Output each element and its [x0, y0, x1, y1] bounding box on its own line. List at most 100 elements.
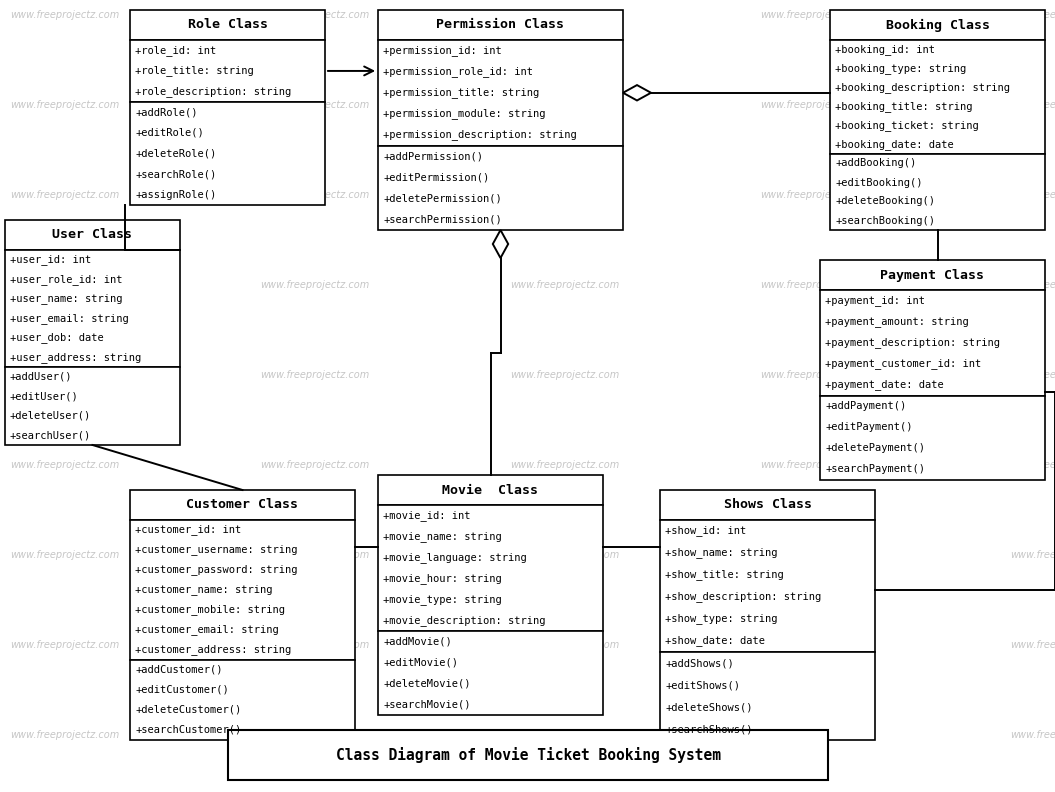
Text: www.freeprojectz.com: www.freeprojectz.com	[1010, 190, 1055, 200]
Text: +customer_username: string: +customer_username: string	[135, 545, 298, 555]
Text: www.freeprojectz.com: www.freeprojectz.com	[1010, 100, 1055, 110]
Text: +editPermission(): +editPermission()	[383, 172, 490, 182]
Text: www.freeprojectz.com: www.freeprojectz.com	[760, 730, 869, 740]
Text: www.freeprojectz.com: www.freeprojectz.com	[260, 190, 369, 200]
Bar	[5, 367, 180, 445]
Text: www.freeprojectz.com: www.freeprojectz.com	[9, 190, 119, 200]
Text: +editBooking(): +editBooking()	[835, 177, 922, 188]
Text: www.freeprojectz.com: www.freeprojectz.com	[260, 640, 369, 650]
Text: +searchMovie(): +searchMovie()	[383, 699, 471, 710]
Text: +customer_password: string: +customer_password: string	[135, 565, 298, 576]
Bar	[820, 290, 1046, 395]
Text: +deleteRole(): +deleteRole()	[135, 148, 216, 158]
Bar	[228, 730, 828, 780]
Bar	[130, 660, 354, 740]
Bar	[130, 10, 325, 40]
Text: +searchPayment(): +searchPayment()	[825, 464, 925, 474]
Text: Role Class: Role Class	[188, 18, 268, 32]
Text: +movie_type: string: +movie_type: string	[383, 594, 502, 605]
Text: www.freeprojectz.com: www.freeprojectz.com	[260, 280, 369, 290]
Bar	[660, 490, 875, 520]
Text: +customer_name: string: +customer_name: string	[135, 584, 272, 596]
Text: +deleteShows(): +deleteShows()	[665, 702, 752, 712]
Text: +deletePermission(): +deletePermission()	[383, 193, 502, 204]
Text: +user_address: string: +user_address: string	[9, 352, 141, 363]
Text: +editCustomer(): +editCustomer()	[135, 685, 229, 695]
Text: +searchCustomer(): +searchCustomer()	[135, 725, 242, 735]
Text: www.freeprojectz.com: www.freeprojectz.com	[260, 730, 369, 740]
Text: +booking_type: string: +booking_type: string	[835, 63, 966, 74]
Bar	[378, 631, 603, 715]
Text: +booking_title: string: +booking_title: string	[835, 101, 973, 112]
Text: +role_id: int: +role_id: int	[135, 45, 216, 55]
Bar	[820, 260, 1046, 290]
Bar	[830, 154, 1046, 230]
Text: www.freeprojectz.com: www.freeprojectz.com	[260, 100, 369, 110]
Text: www.freeprojectz.com: www.freeprojectz.com	[1010, 550, 1055, 560]
Text: +role_title: string: +role_title: string	[135, 66, 254, 76]
Text: www.freeprojectz.com: www.freeprojectz.com	[9, 280, 119, 290]
Text: www.freeprojectz.com: www.freeprojectz.com	[760, 190, 869, 200]
Text: www.freeprojectz.com: www.freeprojectz.com	[9, 550, 119, 560]
Text: +editUser(): +editUser()	[9, 391, 79, 402]
Text: +editShows(): +editShows()	[665, 680, 740, 690]
Text: +editRole(): +editRole()	[135, 128, 204, 138]
Text: +permission_title: string: +permission_title: string	[383, 87, 539, 98]
Text: Movie  Class: Movie Class	[442, 483, 538, 497]
Text: www.freeprojectz.com: www.freeprojectz.com	[9, 370, 119, 380]
Bar	[378, 146, 624, 230]
Text: +deleteMovie(): +deleteMovie()	[383, 679, 471, 688]
Text: www.freeprojectz.com: www.freeprojectz.com	[9, 460, 119, 470]
Text: www.freeprojectz.com: www.freeprojectz.com	[760, 460, 869, 470]
Text: www.freeprojectz.com: www.freeprojectz.com	[510, 370, 619, 380]
Text: www.freeprojectz.com: www.freeprojectz.com	[510, 640, 619, 650]
Text: +show_description: string: +show_description: string	[665, 592, 821, 603]
Bar	[830, 10, 1046, 40]
Text: +show_id: int: +show_id: int	[665, 526, 746, 536]
Text: +movie_language: string: +movie_language: string	[383, 552, 526, 563]
Text: +addRole(): +addRole()	[135, 107, 197, 117]
Text: www.freeprojectz.com: www.freeprojectz.com	[9, 730, 119, 740]
Text: Permission Class: Permission Class	[437, 18, 564, 32]
Text: +searchUser(): +searchUser()	[9, 430, 91, 440]
Text: Class Diagram of Movie Ticket Booking System: Class Diagram of Movie Ticket Booking Sy…	[335, 747, 721, 763]
Text: +show_title: string: +show_title: string	[665, 569, 784, 581]
Text: www.freeprojectz.com: www.freeprojectz.com	[1010, 730, 1055, 740]
Polygon shape	[493, 230, 509, 258]
Bar	[130, 490, 354, 520]
Bar	[130, 40, 325, 102]
Text: www.freeprojectz.com: www.freeprojectz.com	[510, 550, 619, 560]
Text: +user_id: int: +user_id: int	[9, 254, 91, 265]
Text: www.freeprojectz.com: www.freeprojectz.com	[510, 10, 619, 20]
Text: +booking_id: int: +booking_id: int	[835, 44, 935, 55]
Text: +addPermission(): +addPermission()	[383, 151, 483, 161]
Text: www.freeprojectz.com: www.freeprojectz.com	[1010, 10, 1055, 20]
Text: www.freeprojectz.com: www.freeprojectz.com	[760, 280, 869, 290]
Text: +deleteCustomer(): +deleteCustomer()	[135, 705, 242, 715]
Bar	[378, 505, 603, 631]
Bar	[5, 250, 180, 367]
Text: +payment_date: date: +payment_date: date	[825, 379, 944, 390]
Text: +editPayment(): +editPayment()	[825, 422, 913, 432]
Text: www.freeprojectz.com: www.freeprojectz.com	[1010, 640, 1055, 650]
Text: +customer_id: int: +customer_id: int	[135, 524, 242, 535]
Polygon shape	[624, 85, 651, 101]
Bar	[660, 520, 875, 652]
Text: Customer Class: Customer Class	[187, 498, 299, 512]
Text: +addMovie(): +addMovie()	[383, 637, 452, 646]
Text: +permission_description: string: +permission_description: string	[383, 130, 577, 140]
Text: +deleteBooking(): +deleteBooking()	[835, 196, 935, 207]
Text: www.freeprojectz.com: www.freeprojectz.com	[1010, 280, 1055, 290]
Text: +customer_address: string: +customer_address: string	[135, 645, 291, 656]
Text: www.freeprojectz.com: www.freeprojectz.com	[1010, 460, 1055, 470]
Text: www.freeprojectz.com: www.freeprojectz.com	[260, 10, 369, 20]
Text: +permission_role_id: int: +permission_role_id: int	[383, 67, 533, 77]
Text: +user_role_id: int: +user_role_id: int	[9, 274, 122, 284]
Text: www.freeprojectz.com: www.freeprojectz.com	[9, 640, 119, 650]
Text: +permission_module: string: +permission_module: string	[383, 109, 545, 120]
Bar	[378, 475, 603, 505]
Text: +movie_description: string: +movie_description: string	[383, 615, 545, 626]
Text: www.freeprojectz.com: www.freeprojectz.com	[760, 550, 869, 560]
Text: +user_email: string: +user_email: string	[9, 313, 129, 324]
Text: +searchBooking(): +searchBooking()	[835, 215, 935, 226]
